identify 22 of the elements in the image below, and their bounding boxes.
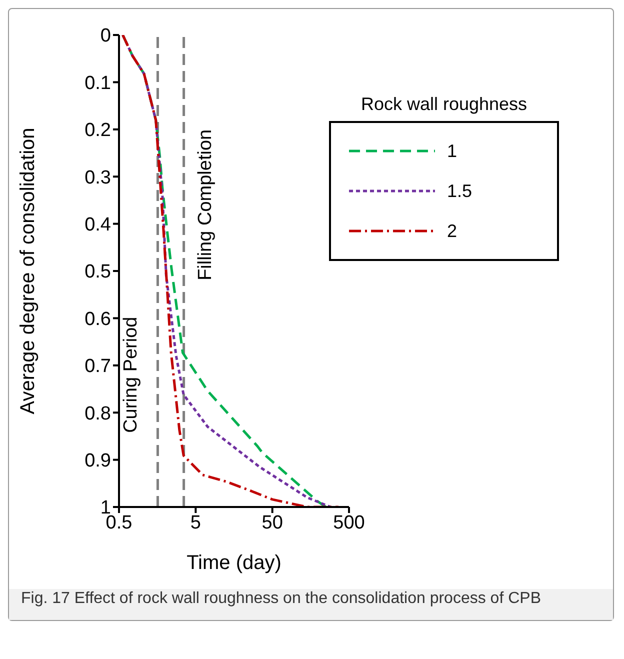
y-tick-label: 0.3 [84, 167, 111, 188]
caption: Fig. 17 Effect of rock wall roughness on the consolidation process of CPB [21, 589, 542, 609]
y-tick-label: 0.6 [84, 308, 111, 330]
x-axis-title: Time (day) [186, 552, 282, 574]
x-tick-label: 5 [190, 512, 201, 534]
y-tick-label: 0.7 [84, 356, 111, 378]
y-tick-label: 0.8 [84, 403, 111, 424]
legend-label: 1 [447, 140, 458, 162]
y-tick-label: 0.2 [84, 120, 111, 142]
y-axis-title: Average degree of consolidation [17, 128, 40, 414]
x-tick-label: 50 [262, 512, 283, 534]
y-tick-label: 0 [100, 26, 111, 47]
y-tick-label: 0.9 [84, 450, 111, 472]
legend-label: 2 [447, 220, 458, 242]
legend-title: Rock wall roughness [360, 94, 528, 115]
x-tick-label: 500 [333, 512, 365, 534]
y-tick-label: 0.4 [84, 214, 112, 236]
legend-label: 1.5 [447, 180, 474, 202]
ref-line-label: Curing Period [120, 316, 142, 433]
ref-line-label: Filling Completion [194, 129, 216, 280]
y-tick-label: 0.5 [84, 262, 111, 283]
y-tick-label: 0.1 [84, 72, 111, 94]
